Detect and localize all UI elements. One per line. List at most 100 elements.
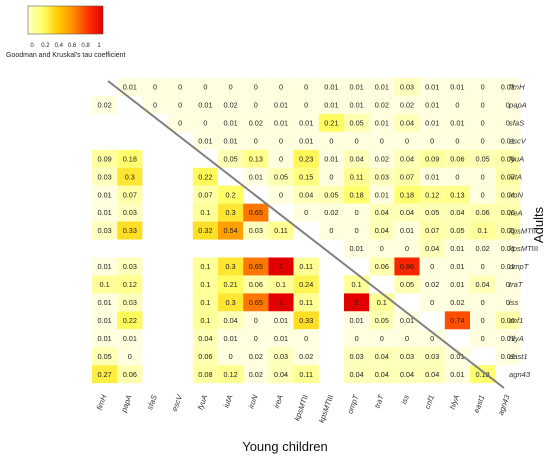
cell-value-label: 0 [481,298,485,307]
cell-value-label: 0.01 [450,118,464,127]
cell-value-label: 0.1 [200,208,210,217]
cell-value-label: 0.06 [249,280,263,289]
heatmap-cell [92,257,118,276]
heatmap-cell [117,167,143,186]
cell-value-label: 0.03 [97,172,111,181]
cell-value-label: 0 [405,136,409,145]
row-label: fimH [509,83,525,92]
heatmap-cell [470,78,496,96]
heatmap-cell [192,329,218,348]
heatmap-cell [470,185,496,204]
heatmap-cell [495,78,521,96]
heatmap-cell [192,365,218,384]
heatmap-cell [495,149,521,168]
cell-value-label: 1 [355,298,359,307]
heatmap-cell [495,167,521,186]
heatmap-cell [243,329,269,348]
heatmap-cell [92,185,118,204]
heatmap-cell [495,329,521,348]
heatmap-cell [419,239,445,258]
heatmap-cell [344,78,370,96]
cell-value-label: 0.01 [198,101,212,110]
heatmap-cell [318,131,344,150]
row-label: cnf1 [509,316,523,325]
heatmap-cell [495,239,521,258]
cell-value-label: 0.05 [425,208,439,217]
heatmap-cell [243,78,269,96]
heatmap-cell [394,329,420,348]
column-label: iroN [246,393,259,410]
cell-value-label: 0.01 [324,154,338,163]
heatmap-cell [495,275,521,294]
heatmap-cell [268,311,294,330]
heatmap-cell [344,95,370,114]
heatmap-cell [293,329,319,348]
cell-value-label: 0 [481,101,485,110]
heatmap-cell [243,203,269,222]
cell-value-label: 0.05 [274,172,288,181]
heatmap-cell [218,329,244,348]
heatmap-cell [218,149,244,168]
column-label: ompT [345,392,361,415]
cell-value-label: 0.01 [97,208,111,217]
cell-value-label: 0.03 [249,226,263,235]
heatmap-cell [192,113,218,132]
cell-value-label: 0.86 [400,262,414,271]
cell-value-label: 0.01 [349,316,363,325]
cell-value-label: 0.1 [200,298,210,307]
heatmap-cell [444,167,470,186]
heatmap-cell [344,113,370,132]
cell-value-label: 0.08 [198,370,212,379]
cell-value-label: 0.04 [349,370,363,379]
cell-value-label: 0.04 [299,190,313,199]
cell-value-label: 0 [455,172,459,181]
heatmap-cell [243,149,269,168]
heatmap-cell [218,311,244,330]
cell-value-label: 0.22 [123,316,137,325]
heatmap-cell [92,329,118,348]
heatmap-cell [268,131,294,150]
cell-value-label: 0 [304,334,308,343]
heatmap-cell [444,149,470,168]
cell-value-label: 1 [279,298,283,307]
heatmap-cell [167,95,193,114]
cell-value-label: 0.01 [299,118,313,127]
cell-value-label: 0.01 [375,83,389,92]
heatmap-cell [369,113,395,132]
cell-value-label: 0.06 [501,208,515,217]
cell-value-label: 0 [481,83,485,92]
cell-value-label: 0.03 [375,172,389,181]
column-label: hlyA [448,394,462,411]
cell-value-label: 0.01 [223,136,237,145]
cell-value-label: 0 [254,334,258,343]
cell-value-label: 0 [430,262,434,271]
cell-value-label: 0 [254,136,258,145]
cell-value-label: 0 [355,208,359,217]
cell-value-label: 0.01 [198,136,212,145]
cell-value-label: 0 [481,262,485,271]
cell-value-label: 0.1 [200,280,210,289]
cell-value-label: 0.24 [299,280,313,289]
cell-value-label: 0 [254,101,258,110]
heatmap-cell [470,275,496,294]
heatmap-cell [117,275,143,294]
cell-value-label: 0.02 [450,298,464,307]
heatmap-cell [293,257,319,276]
cell-value-label: 0.02 [223,101,237,110]
heatmap-cell [92,203,118,222]
cell-value-label: 0 [279,154,283,163]
heatmap-cell [444,347,470,366]
cell-value-label: 0.04 [198,334,212,343]
cell-value-label: 0.02 [299,352,313,361]
cell-value-label: 0.33 [299,316,313,325]
cell-value-label: 0.01 [375,118,389,127]
heatmap-cell [92,293,118,312]
cell-value-label: 0.04 [375,226,389,235]
cell-value-label: 0.04 [450,208,464,217]
heatmap-cell [470,131,496,150]
heatmap-cell [268,275,294,294]
cell-value-label: 0.18 [349,190,363,199]
cell-value-label: 0.13 [249,154,263,163]
cell-value-label: 0.32 [198,226,212,235]
column-label: fimH [95,393,109,411]
